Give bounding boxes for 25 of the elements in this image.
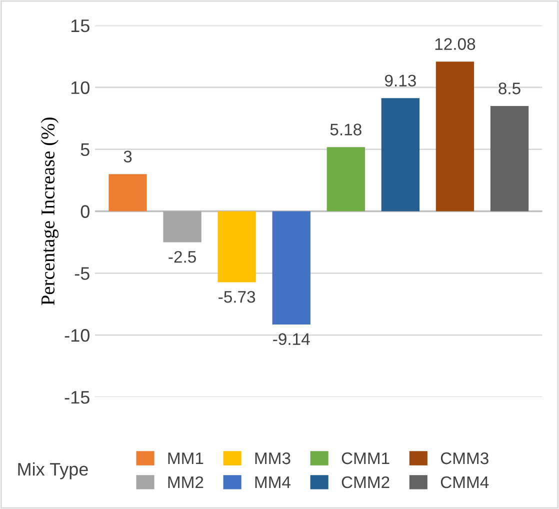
data-label: 3 bbox=[124, 150, 132, 162]
data-label: 5.18 bbox=[330, 124, 362, 136]
legend-label: MM3 bbox=[255, 452, 290, 464]
legend-label: CMM2 bbox=[342, 476, 390, 488]
legend-title: Mix Type bbox=[18, 462, 88, 480]
data-label: -2.5 bbox=[168, 250, 196, 263]
y-tick-label: 10 bbox=[71, 81, 90, 94]
data-label: 12.08 bbox=[435, 38, 476, 50]
y-tick-label: -15 bbox=[64, 391, 90, 404]
y-tick-label: 5 bbox=[80, 143, 90, 156]
legend-label: CMM3 bbox=[440, 452, 488, 464]
y-tick-label: 0 bbox=[80, 205, 90, 218]
data-label: 9.13 bbox=[385, 74, 416, 87]
y-tick-label: -10 bbox=[64, 329, 90, 342]
y-axis-title: Percentage Increase (%) bbox=[40, 118, 59, 306]
y-tick-label: -5 bbox=[74, 267, 90, 280]
legend-label: MM1 bbox=[168, 452, 204, 464]
legend-label: MM2 bbox=[168, 476, 204, 488]
legend-label: CMM1 bbox=[342, 452, 390, 464]
data-label: 8.5 bbox=[498, 82, 520, 94]
legend-label: CMM4 bbox=[440, 476, 489, 488]
y-tick-label: 15 bbox=[71, 20, 90, 32]
data-label: -9.14 bbox=[273, 333, 310, 346]
legend-label: MM4 bbox=[255, 476, 291, 488]
data-label: -5.73 bbox=[218, 290, 256, 303]
